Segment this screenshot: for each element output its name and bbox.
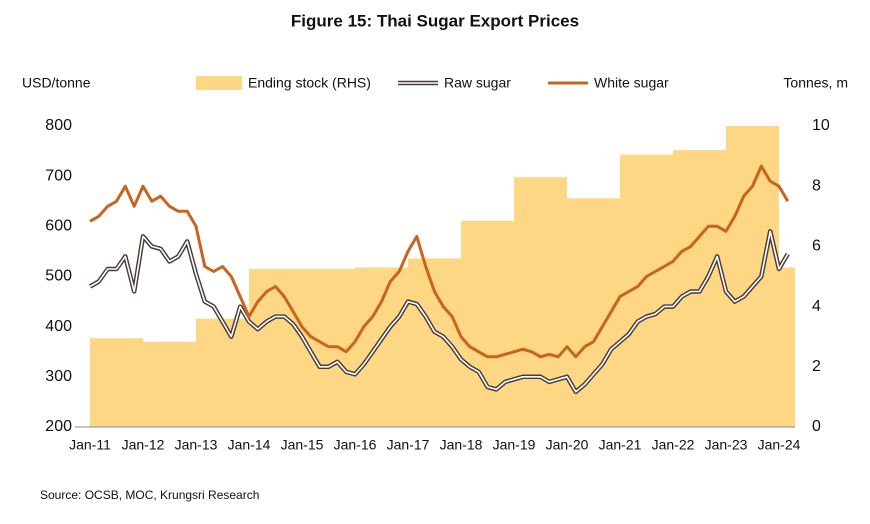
legend-swatch <box>196 76 242 90</box>
x-tick-label: Jan-20 <box>546 437 589 453</box>
x-tick-label: Jan-19 <box>493 437 536 453</box>
y-tick-label: 200 <box>45 418 72 435</box>
source-note: Source: OCSB, MOC, Krungsri Research <box>40 488 259 502</box>
x-tick-label: Jan-12 <box>122 437 165 453</box>
legend-label: Ending stock (RHS) <box>248 75 371 91</box>
y-tick-label: 800 <box>45 117 72 134</box>
stock-bar <box>90 338 143 427</box>
x-tick-label: Jan-17 <box>387 437 430 453</box>
chart-title: Figure 15: Thai Sugar Export Prices <box>291 11 579 30</box>
stock-bar <box>726 126 779 427</box>
y2-tick-label: 6 <box>812 238 821 255</box>
y-tick-label: 300 <box>45 368 72 385</box>
stock-bar <box>249 268 302 427</box>
legend-label: Raw sugar <box>444 75 511 91</box>
x-tick-label: Jan-13 <box>175 437 218 453</box>
x-tick-label: Jan-16 <box>334 437 377 453</box>
y2-tick-label: 8 <box>812 177 821 194</box>
y-tick-label: 500 <box>45 268 72 285</box>
x-tick-label: Jan-21 <box>599 437 642 453</box>
raw-sugar-line-inner <box>89 230 789 393</box>
y2-tick-label: 10 <box>812 117 830 134</box>
white-sugar-line <box>89 164 790 359</box>
x-tick-label: Jan-24 <box>758 437 801 453</box>
y2-tick-label: 2 <box>812 358 821 375</box>
x-tick-label: Jan-23 <box>705 437 748 453</box>
stock-bar <box>461 220 514 427</box>
y-tick-label: 600 <box>45 218 72 235</box>
y-tick-label: 400 <box>45 318 72 335</box>
legend-label: White sugar <box>594 75 669 91</box>
x-tick-label: Jan-18 <box>440 437 483 453</box>
stock-bar <box>514 177 567 427</box>
x-tick-label: Jan-22 <box>652 437 695 453</box>
y-tick-label: 700 <box>45 167 72 184</box>
y2-tick-label: 0 <box>812 418 821 435</box>
stock-bar <box>196 318 249 427</box>
stock-bar <box>408 258 461 427</box>
stock-bar <box>143 341 196 427</box>
x-tick-label: Jan-14 <box>228 437 271 453</box>
x-tick-label: Jan-11 <box>69 437 111 453</box>
stock-bar <box>779 267 795 427</box>
x-tick-label: Jan-15 <box>281 437 324 453</box>
y2-tick-label: 4 <box>812 298 821 315</box>
y-axis-label: USD/tonne <box>22 75 91 91</box>
stock-bar <box>355 267 408 427</box>
y2-axis-label: Tonnes, m <box>783 75 848 91</box>
